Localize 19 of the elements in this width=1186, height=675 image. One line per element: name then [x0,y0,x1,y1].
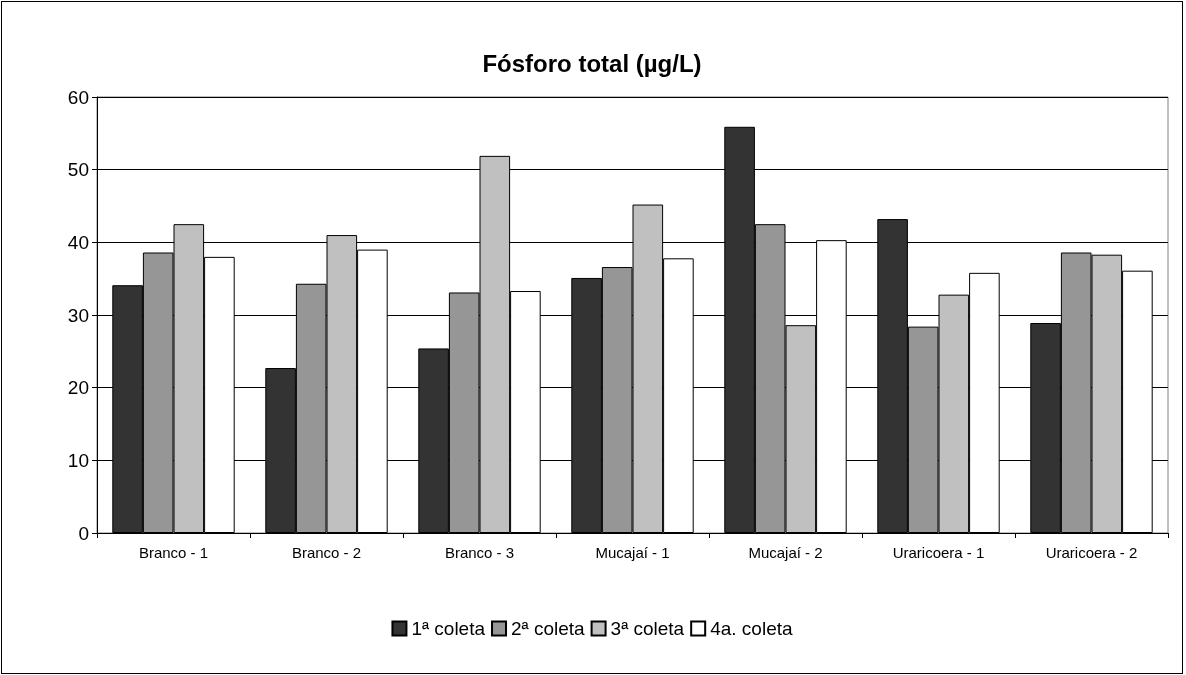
legend-label: 4a. coleta [710,618,793,639]
y-tick-label: 60 [67,86,89,108]
x-tick-label: Branco - 3 [444,544,515,561]
x-tick-label: Branco - 1 [138,544,209,561]
legend-label: 2ª coleta [511,618,586,639]
y-tick-label: 0 [78,522,89,544]
x-tick-label: Mucajaí - 2 [748,544,823,561]
legend-label: 3ª coleta [610,618,685,639]
x-tick-label: Uraricoera - 1 [892,544,985,561]
x-tick-label: Branco - 2 [291,544,362,561]
y-tick-label: 20 [67,377,89,399]
y-tick-label: 30 [67,304,89,326]
y-tick-label: 50 [67,159,89,181]
x-tick-label: Uraricoera - 2 [1045,544,1138,561]
y-tick-label: 10 [67,449,89,471]
chart-title: Fósforo total (µg/L) [482,49,702,77]
legend-label: 1ª coleta [411,618,486,639]
y-tick-label: 40 [67,231,89,253]
x-tick-label: Mucajaí - 1 [595,544,670,561]
